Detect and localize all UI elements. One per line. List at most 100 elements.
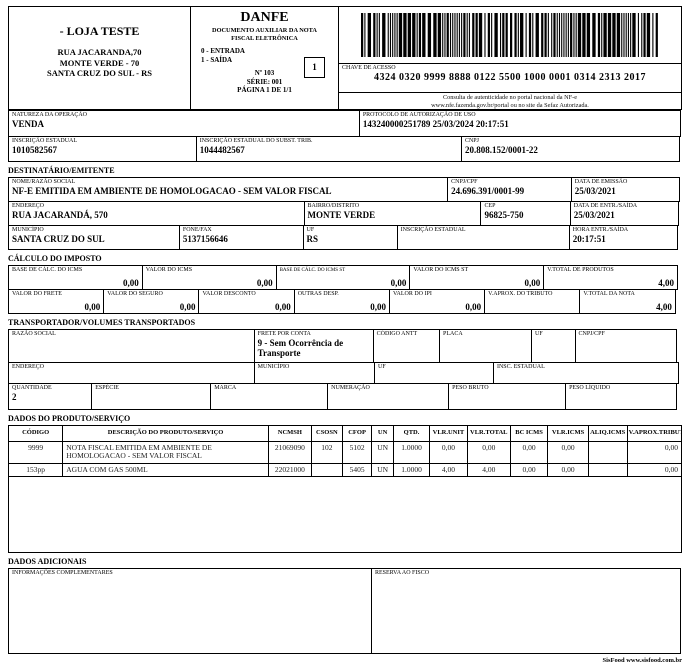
col-ncmsh: NCMSH	[267, 426, 312, 442]
field-inscricao-subst-trib: INSCRIÇÃO ESTADUAL DO SUBST. TRIB. 10444…	[195, 136, 462, 162]
field-cep: CEP 96825-750	[480, 201, 571, 226]
access-key-block: CHAVE DE ACESSO 4324 0320 9999 8888 0122…	[338, 6, 682, 110]
imposto-title: CÁLCULO DO IMPOSTO	[8, 254, 102, 263]
col-descricao: DESCRIÇÃO DO PRODUTO/SERVIÇO	[62, 426, 269, 442]
uf-value: RS	[306, 234, 319, 244]
field-informacoes-complementares: INFORMAÇÕES COMPLEMENTARES	[8, 568, 372, 654]
cnpj-value: 20.808.152/0001-22	[464, 145, 538, 155]
destinatario-row-1: NOME/RAZÃO SOCIAL NF-E EMITIDA EM AMBIEN…	[8, 177, 682, 202]
produto-1-un: UN	[371, 440, 394, 464]
barcode-area	[339, 7, 681, 65]
produto-1-vlr-unit: 0,00	[429, 440, 468, 464]
field-base-calc-icms: BASE DE CÁLC. DO ICMS 0,00	[8, 265, 143, 290]
valor-icms-st-label: VALOR DO ICMS ST	[413, 267, 469, 273]
data-entrada-label: DATA DE ENTR./SAÍDA	[573, 203, 638, 209]
document-body: - LOJA TESTE RUA JACARANDA,70 MONTE VERD…	[8, 6, 682, 665]
produto-2-csosn	[310, 462, 343, 477]
municipio-label: MUNICÍPIO	[12, 227, 44, 233]
transporte-row-1: RAZÃO SOCIAL FRETE POR CONTA 9 - Sem Oco…	[8, 329, 682, 363]
field-hora-entrada-saida: HORA ENTR./SAÍDA 20:17:51	[568, 225, 678, 250]
destinatario-row-3: MUNICÍPIO SANTA CRUZ DO SUL FONE/FAX 513…	[8, 225, 682, 250]
field-valor-desconto: VALOR DESCONTO 0,00	[198, 289, 295, 314]
field-data-emissao: DATA DE EMISSÃO 25/03/2021	[570, 177, 680, 202]
municipio-transp-label: MUNICÍPIO	[257, 364, 290, 370]
endereco-value: RUA JACARANDÁ, 570	[12, 210, 108, 220]
numeracao-label: NUMERAÇÃO	[331, 385, 370, 391]
produto-1-vaprox: 0,00	[626, 440, 681, 464]
field-valor-icms-st: VALOR DO ICMS ST 0,00	[409, 265, 545, 290]
field-uf: UF RS	[302, 225, 398, 250]
nome-value: NF-E EMITIDA EM AMBIENTE DE HOMOLOGACAO …	[12, 186, 332, 196]
field-razao-social: RAZÃO SOCIAL	[8, 329, 255, 363]
fone-value: 5137156646	[182, 234, 228, 244]
col-qtd: QTD.	[392, 426, 431, 442]
produtos-title: DADOS DO PRODUTO/SERVIÇO	[8, 414, 131, 423]
produto-2-bc-icms: 0,00	[509, 462, 549, 477]
transporte-row-2: ENDEREÇO MUNICÍPIO UF INSC. ESTADUAL	[8, 362, 682, 384]
placa-label: PLACA	[443, 331, 463, 337]
authenticity-note-line1: Consulta de autenticidade no portal naci…	[442, 94, 578, 101]
peso-bruto-label: PESO BRUTO	[452, 385, 489, 391]
field-total-produtos: V.TOTAL DE PRODUTOS 4,00	[543, 265, 678, 290]
ie-dest-label: INSCRIÇÃO ESTADUAL	[400, 227, 466, 233]
hora-label: HORA ENTR./SAÍDA	[572, 227, 629, 233]
frete-label: FRETE POR CONTA	[257, 331, 311, 337]
data-emissao-label: DATA DE EMISSÃO	[574, 179, 628, 185]
emitter-address-line2: MONTE VERDE - 70	[59, 57, 140, 68]
adicionais-row: INFORMAÇÕES COMPLEMENTARES RESERVA AO FI…	[8, 568, 682, 654]
valor-icms-st-value: 0,00	[524, 278, 541, 288]
produto-1-qtd: 1.0000	[392, 440, 431, 464]
produto-2-ncmsh: 22021000	[267, 462, 312, 477]
total-produtos-value: 4,00	[658, 278, 674, 288]
ie-subst-value: 1044482567	[199, 145, 245, 155]
field-reserva-ao-fisco: RESERVA AO FISCO	[370, 568, 681, 654]
field-valor-aprox-tributo: V.APROX. DO TRIBUTO	[484, 289, 581, 314]
produto-1-bc-icms: 0,00	[509, 440, 549, 464]
field-valor-ipi: VALOR DO IPI 0,00	[388, 289, 486, 314]
valor-ipi-value: 0,00	[465, 302, 482, 312]
field-natureza-operacao: NATUREZA DA OPERAÇÃO VENDA	[8, 110, 360, 137]
field-protocolo: PROTOCOLO DE AUTORIZAÇÃO DE USO 14324000…	[358, 110, 681, 137]
col-vlr-icms: VLR.ICMS	[547, 426, 589, 442]
col-csosn: CSOSN	[310, 426, 343, 442]
field-uf-transportador: UF	[531, 329, 576, 363]
col-aliq-icms: ALIQ.ICMS	[587, 426, 628, 442]
produtos-table-box: CÓDIGO DESCRIÇÃO DO PRODUTO/SERVIÇO NCMS…	[8, 425, 682, 553]
danfe-entry-exit: 0 - ENTRADA 1 - SAÍDA	[201, 47, 338, 64]
produto-2-vaprox: 0,00	[626, 462, 681, 477]
cnpj-cpf-label: CNPJ/CPF	[451, 179, 478, 185]
field-municipio-transportador: MUNICÍPIO	[253, 362, 375, 384]
header: - LOJA TESTE RUA JACARANDA,70 MONTE VERD…	[8, 6, 682, 110]
access-key-value: 4324 0320 9999 8888 0122 5500 1000 0001 …	[374, 72, 646, 84]
transporte-title: TRANSPORTADOR/VOLUMES TRANSPORTADOS	[8, 318, 196, 327]
field-placa: PLACA	[439, 329, 533, 363]
software-credit: SisFood www.sisfood.com.br	[602, 657, 682, 664]
valor-ipi-label: VALOR DO IPI	[392, 291, 432, 297]
col-cfop: CFOP	[341, 426, 373, 442]
outras-despesas-label: OUTRAS DESP.	[297, 291, 339, 297]
field-peso-bruto: PESO BRUTO	[448, 383, 567, 410]
produto-1-ncmsh: 21069090	[267, 440, 312, 464]
bairro-value: MONTE VERDE	[307, 210, 376, 220]
imposto-row-2: VALOR DO FRETE 0,00 VALOR DO SEGURO 0,00…	[8, 289, 682, 314]
field-valor-icms: VALOR DO ICMS 0,00	[141, 265, 277, 290]
danfe-series: SÉRIE: 001	[246, 77, 283, 86]
danfe-type-box: 1	[304, 57, 325, 78]
access-key-label: CHAVE DE ACESSO	[342, 65, 396, 72]
field-outras-despesas: OUTRAS DESP. 0,00	[293, 289, 390, 314]
base-icms-label: BASE DE CÁLC. DO ICMS	[12, 267, 83, 273]
danfe-exit-label: 1 - SAÍDA	[201, 55, 233, 64]
produto-2-un: UN	[371, 462, 394, 477]
hora-value: 20:17:51	[572, 234, 606, 244]
endereco-transp-label: ENDEREÇO	[12, 364, 44, 370]
valor-frete-label: VALOR DO FRETE	[12, 291, 62, 297]
total-nota-label: V.TOTAL DA NOTA	[583, 291, 635, 297]
field-base-calc-icms-st: BASE DE CÁLC. DO ICMS ST 0,00	[275, 265, 411, 290]
base-icms-st-value: 0,00	[390, 278, 407, 288]
produtos-header-row: CÓDIGO DESCRIÇÃO DO PRODUTO/SERVIÇO NCMS…	[9, 426, 681, 442]
danfe-subtitle: DOCUMENTO AUXILIAR DA NOTA FISCAL ELETRÔ…	[212, 27, 317, 42]
field-bairro: BAIRRO/DISTRITO MONTE VERDE	[303, 201, 482, 226]
danfe-page: PÁGINA 1 DE 1/1	[237, 86, 292, 94]
valor-desconto-label: VALOR DESCONTO	[202, 291, 256, 297]
